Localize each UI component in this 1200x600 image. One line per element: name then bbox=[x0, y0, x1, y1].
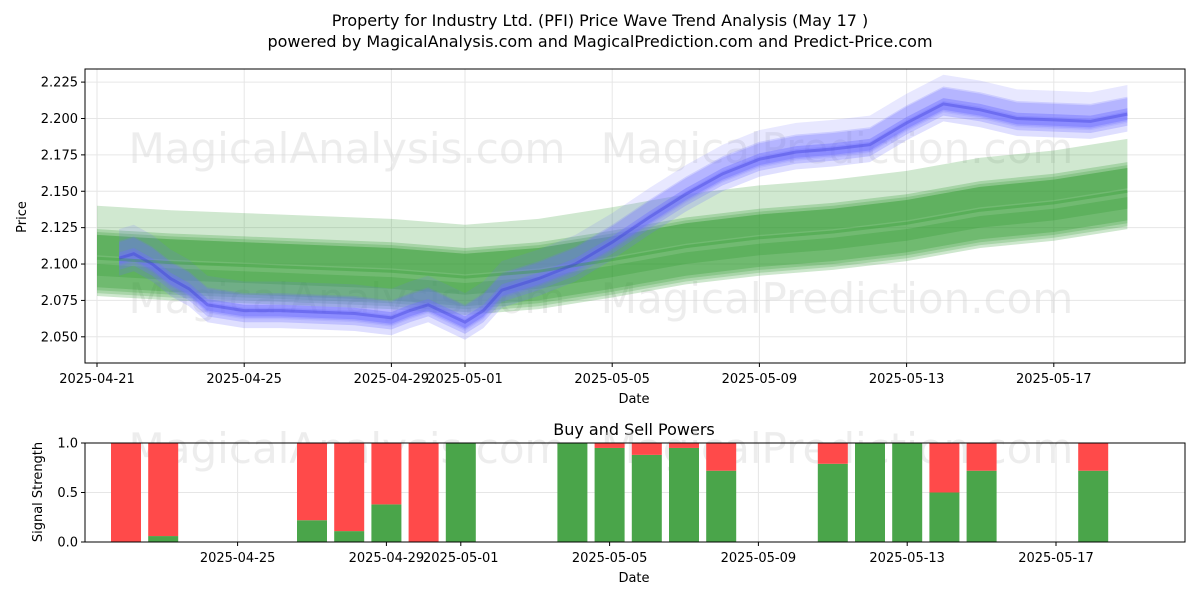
sell-bar bbox=[929, 443, 960, 493]
price-x-tick-label: 2025-05-01 bbox=[427, 372, 503, 387]
buy-bar bbox=[1078, 470, 1109, 542]
sell-bar bbox=[334, 443, 365, 532]
price-x-tick-label: 2025-05-13 bbox=[869, 372, 945, 387]
buy-bar bbox=[594, 447, 625, 542]
green-wave-band bbox=[97, 165, 1128, 310]
buy-bar bbox=[371, 504, 402, 542]
sell-bar bbox=[631, 443, 662, 455]
price-x-axis: 2025-04-21 2025-04-25 2025-04-292025-05-01… bbox=[59, 363, 1092, 387]
signal-x-tick-label: 2025-04-29 bbox=[349, 551, 425, 566]
signal-y-axis-label: Signal Strength bbox=[31, 442, 46, 542]
signal-y-tick-label: 0.0 bbox=[57, 536, 78, 551]
buy-bar bbox=[966, 470, 997, 542]
blue-wave-band bbox=[119, 74, 1128, 332]
buy-bar bbox=[557, 443, 588, 542]
sell-bar bbox=[966, 443, 997, 471]
price-gridlines bbox=[85, 69, 1185, 363]
signal-x-tick-label: 2025-04-25 bbox=[200, 551, 276, 566]
signal-x-tick-label: 2025-05-01 bbox=[423, 551, 499, 566]
price-panel: MagicalAnalysis.com MagicalPrediction.co… bbox=[15, 68, 1186, 407]
signal-title: Buy and Sell Powers bbox=[553, 420, 715, 439]
price-y-tick-label: 2.050 bbox=[41, 330, 78, 345]
buy-bar bbox=[334, 531, 365, 542]
green-wave-band bbox=[97, 168, 1128, 315]
watermark-prediction-lower: MagicalPrediction.com bbox=[601, 274, 1074, 323]
sell-bar bbox=[1078, 443, 1109, 471]
price-y-tick-label: 2.100 bbox=[41, 258, 78, 273]
blue-wave-band bbox=[119, 86, 1128, 340]
price-x-tick-label: 2025-04-29 bbox=[354, 372, 430, 387]
signal-y-axis: 0.0 0.5 1.0 bbox=[57, 437, 85, 551]
price-x-tick-label: 2025-05-05 bbox=[574, 372, 650, 387]
signal-x-tick-label: 2025-05-09 bbox=[721, 551, 797, 566]
price-y-tick-label: 2.200 bbox=[41, 112, 78, 127]
buy-bar bbox=[297, 520, 327, 542]
price-x-tick-label: 2025-04-21 bbox=[59, 372, 135, 387]
buy-bar bbox=[148, 536, 179, 542]
watermark-analysis: MagicalAnalysis.com bbox=[129, 124, 566, 173]
green-wave-band bbox=[97, 162, 1128, 275]
green-wave-band bbox=[97, 197, 1128, 307]
blue-price-line bbox=[118, 102, 1128, 324]
green-trend-line bbox=[96, 189, 1128, 279]
signal-x-axis-label: Date bbox=[618, 571, 649, 586]
sell-bar bbox=[148, 443, 179, 537]
blue-wave-band bbox=[119, 101, 1128, 334]
price-y-tick-label: 2.125 bbox=[41, 221, 78, 236]
sell-bar bbox=[297, 443, 327, 521]
price-x-axis-label: Date bbox=[618, 392, 649, 407]
price-y-axis-label: Price bbox=[15, 201, 30, 233]
buy-bar bbox=[929, 492, 960, 542]
buy-bar bbox=[706, 470, 737, 542]
sell-bar bbox=[706, 443, 737, 471]
signal-y-tick-label: 0.5 bbox=[57, 486, 78, 501]
signal-x-tick-label: 2025-05-05 bbox=[572, 551, 648, 566]
sell-bar bbox=[669, 443, 699, 448]
buy-bar bbox=[631, 454, 662, 542]
price-x-tick-label: 2025-05-17 bbox=[1016, 372, 1092, 387]
chart-subtitle: powered by MagicalAnalysis.com and Magic… bbox=[267, 32, 932, 51]
buy-bar bbox=[892, 443, 923, 542]
price-y-tick-label: 2.075 bbox=[41, 294, 78, 309]
buy-bar bbox=[669, 447, 699, 542]
price-y-tick-label: 2.225 bbox=[41, 76, 78, 91]
sell-bar bbox=[408, 443, 439, 542]
watermark-prediction: MagicalPrediction.com bbox=[601, 124, 1074, 173]
signal-panel: Buy and Sell Powers MagicalAnalysis.com … bbox=[31, 420, 1186, 586]
signal-x-tick-label: 2025-05-13 bbox=[869, 551, 945, 566]
blue-wave-band bbox=[119, 87, 1128, 330]
blue-wave-band bbox=[119, 98, 1128, 329]
price-x-tick-label: 2025-04-25 bbox=[206, 372, 282, 387]
price-y-tick-label: 2.150 bbox=[41, 185, 78, 200]
sell-bar bbox=[594, 443, 625, 448]
signal-bars bbox=[111, 443, 1109, 542]
price-y-tick-label: 2.175 bbox=[41, 148, 78, 163]
wave-bands bbox=[96, 74, 1128, 340]
buy-bar bbox=[445, 443, 476, 542]
signal-x-tick-label: 2025-05-17 bbox=[1018, 551, 1094, 566]
price-y-axis: 2.050 2.075 2.100 2.125 2.150 2.175 2.200 2.225 bbox=[41, 76, 85, 345]
watermark-analysis-lower: MagicalAnalysis.com bbox=[129, 274, 566, 323]
chart-title: Property for Industry Ltd. (PFI) Price W… bbox=[332, 11, 869, 30]
sell-bar bbox=[817, 443, 848, 464]
price-plot-frame bbox=[84, 68, 1186, 364]
green-wave-band bbox=[97, 168, 1128, 295]
signal-y-tick-label: 1.0 bbox=[57, 437, 78, 452]
price-x-tick-label: 2025-05-09 bbox=[722, 372, 798, 387]
green-wave-band bbox=[97, 138, 1128, 313]
sell-bar bbox=[111, 443, 141, 542]
sell-bar bbox=[371, 443, 402, 505]
buy-bar bbox=[817, 463, 848, 542]
buy-bar bbox=[855, 443, 885, 542]
